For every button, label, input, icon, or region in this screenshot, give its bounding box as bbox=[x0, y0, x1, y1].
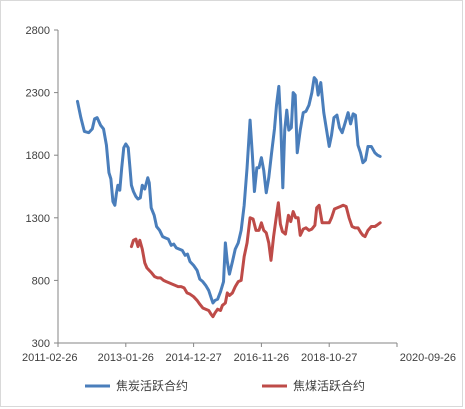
legend-label-2: 焦煤活跃合约 bbox=[293, 378, 365, 393]
series-line-2 bbox=[129, 201, 382, 319]
y-tick-label: 1300 bbox=[26, 213, 50, 225]
y-tick-label: 2800 bbox=[26, 25, 50, 37]
legend-label-1: 焦炭活跃合约 bbox=[116, 378, 188, 393]
series-line-1 bbox=[75, 76, 382, 305]
x-tick-label: 2013-01-26 bbox=[98, 352, 154, 364]
legend: 焦炭活跃合约 焦煤活跃合约 bbox=[85, 378, 365, 393]
x-tick-label: 2016-11-26 bbox=[234, 352, 289, 364]
x-tick-label: 2014-12-27 bbox=[165, 352, 221, 364]
series-layer bbox=[75, 76, 382, 319]
x-tick-label: 2018-10-27 bbox=[301, 352, 357, 364]
y-tick-label: 800 bbox=[32, 275, 50, 287]
x-tick-label: 2011-02-26 bbox=[22, 352, 77, 364]
x-tick-label: 2020-09-26 bbox=[400, 352, 456, 364]
y-tick-label: 2300 bbox=[26, 88, 50, 100]
y-tick-label: 300 bbox=[32, 338, 50, 350]
y-tick-label: 1800 bbox=[26, 150, 50, 162]
axes: 300 800 1300 1800 2300 2800 2011-02-26 2013-01-… bbox=[22, 25, 456, 364]
